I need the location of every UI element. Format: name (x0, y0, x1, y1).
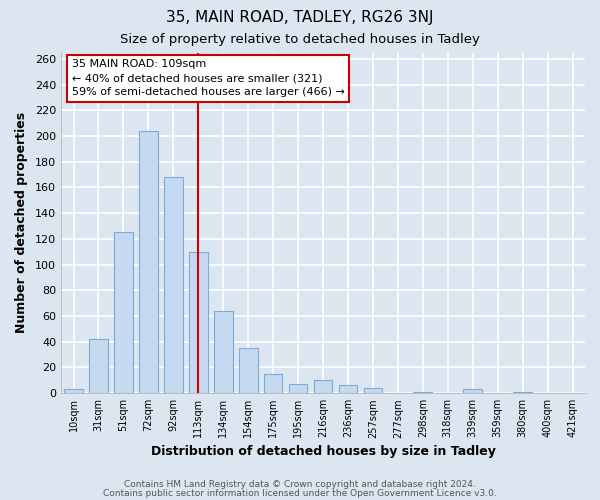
Bar (463, 390, 482, 393)
Bar (264, 374, 283, 393)
Bar (114, 232, 133, 393)
Bar (289, 384, 307, 393)
Text: 35 MAIN ROAD: 109sqm
← 40% of detached houses are smaller (321)
59% of semi-deta: 35 MAIN ROAD: 109sqm ← 40% of detached h… (71, 60, 344, 98)
Bar (413, 392, 432, 393)
Bar (64, 390, 83, 393)
Bar (513, 392, 532, 393)
Text: Size of property relative to detached houses in Tadley: Size of property relative to detached ho… (120, 32, 480, 46)
Bar (164, 177, 182, 393)
Text: 35, MAIN ROAD, TADLEY, RG26 3NJ: 35, MAIN ROAD, TADLEY, RG26 3NJ (166, 10, 434, 25)
Bar (364, 388, 382, 393)
Text: Contains HM Land Registry data © Crown copyright and database right 2024.: Contains HM Land Registry data © Crown c… (124, 480, 476, 489)
Bar (239, 348, 257, 393)
Bar (89, 339, 108, 393)
Bar (314, 380, 332, 393)
Text: Contains public sector information licensed under the Open Government Licence v3: Contains public sector information licen… (103, 490, 497, 498)
Bar (338, 386, 358, 393)
X-axis label: Distribution of detached houses by size in Tadley: Distribution of detached houses by size … (151, 444, 496, 458)
Y-axis label: Number of detached properties: Number of detached properties (15, 112, 28, 334)
Bar (139, 131, 158, 393)
Bar (189, 252, 208, 393)
Bar (214, 311, 233, 393)
